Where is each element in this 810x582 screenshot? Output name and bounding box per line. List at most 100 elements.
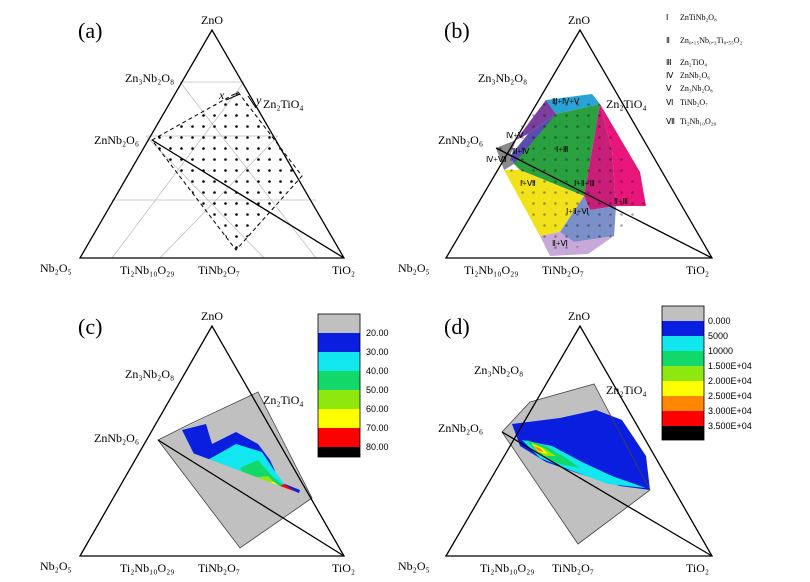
panel-b: (b) Ⅲ+Ⅳ+Ⅴ Ⅳ+Ⅴ Ⅲ+Ⅳ Ⅳ+Ⅶ Ⅰ+Ⅲ Ⅰ+Ⅶ Ⅰ+Ⅱ+Ⅲ Ⅱ+Ⅲ … [398, 13, 743, 277]
key-name-5: Zn₃Nb₂O₈ [680, 84, 713, 93]
ternary-triangle-c [78, 324, 346, 557]
legend-label-c-2: 40.00 [366, 366, 389, 376]
region-label-3-4: Ⅲ+Ⅳ [512, 147, 530, 156]
region-label-4-7: Ⅳ+Ⅶ [486, 155, 507, 164]
key-name-6: TiNb₂O₇ [680, 98, 708, 107]
label-ti2nb10o29-c: Ti₂Nb₁₀O₂₉ [120, 561, 175, 575]
key-name-3: Zn₂TiO₄ [680, 58, 707, 67]
key-num-1: Ⅰ [666, 13, 668, 22]
legend-swatch-d-2 [662, 336, 704, 351]
panel-d: (d) 0.000 5000 10000 [398, 305, 752, 575]
key-name-1: ZnTiNb₂O₈ [680, 13, 717, 22]
contour-map-d [502, 384, 650, 544]
legend-swatch-c-0 [318, 314, 360, 333]
vertex-top-a: ZnO [201, 13, 223, 27]
contour-outline-d [501, 383, 651, 545]
label-zn3nb2o8-c: Zn₃Nb₂O₈ [125, 367, 174, 381]
label-ti2nb10o29-d: Ti₂Nb₁₀O₂₉ [480, 561, 535, 575]
vertex-left-b: Nb₂O₅ [398, 261, 430, 275]
label-zn3nb2o8-b: Zn₃Nb₂O₈ [478, 71, 527, 85]
vertex-left-c: Nb₂O₅ [40, 559, 72, 573]
tie-line-b [495, 147, 713, 259]
key-name-4: ZnNb₂O₆ [680, 71, 710, 80]
panel-c: (c) 20.00 30.00 [40, 309, 389, 575]
region-label-2-3: Ⅱ+Ⅲ [614, 197, 628, 206]
label-znnb2o6-d: ZnNb₂O₆ [438, 421, 483, 435]
tie-line-a [151, 139, 345, 259]
label-zn3nb2o8-d: Zn₃Nb₂O₈ [474, 363, 523, 377]
legend-swatch-c-7 [318, 447, 360, 457]
tie-line-c [157, 439, 345, 557]
legend-swatch-d-3 [662, 351, 704, 366]
panel-letter-c: (c) [78, 314, 102, 339]
vertex-top-d: ZnO [568, 309, 590, 323]
legend-label-d-3: 1.500E+04 [708, 361, 752, 371]
axis-mark-y: y [255, 93, 262, 107]
key-num-7: Ⅶ [666, 117, 675, 126]
vertex-right-c: TiO₂ [332, 561, 355, 575]
legend-label-d-7: 3.500E+04 [708, 421, 752, 431]
legend-label-d-0: 0.000 [708, 316, 731, 326]
panel-a: (a) x y ZnO Nb₂O₅ TiO₂ Zn₃Nb₂O₈ ZnNb₂O₆ … [40, 13, 355, 277]
region-label-1-3: Ⅰ+Ⅲ [556, 145, 568, 154]
region-label-3-4-5: Ⅲ+Ⅳ+Ⅴ [552, 97, 580, 106]
label-tinb2o7-b: TiNb₂O₇ [542, 263, 584, 277]
legend-label-c-1: 30.00 [366, 347, 389, 357]
region-label-2-6: Ⅱ+Ⅵ [552, 239, 568, 248]
legend-swatch-c-6 [318, 428, 360, 447]
legend-swatch-d-0 [662, 306, 704, 321]
legend-swatch-c-4 [318, 390, 360, 409]
vertex-right-d: TiO₂ [686, 561, 709, 575]
legend-swatch-d-1 [662, 321, 704, 336]
legend-label-d-1: 5000 [708, 331, 728, 341]
label-zn2tio4-b: Zn₂TiO₄ [606, 97, 647, 111]
legend-label-d-4: 2.000E+04 [708, 376, 752, 386]
legend-swatch-c-1 [318, 333, 360, 352]
dot-overlay-b [496, 100, 646, 256]
ternary-triangle-d [444, 324, 714, 557]
label-znnb2o6-b: ZnNb₂O₆ [438, 133, 483, 147]
key-num-6: Ⅵ [666, 98, 673, 107]
legend-swatch-d-8 [662, 426, 704, 440]
key-num-5: Ⅴ [666, 84, 672, 93]
panel-letter-a: (a) [78, 18, 102, 43]
label-tinb2o7-a: TiNb₂O₇ [198, 263, 240, 277]
legend-label-d-5: 2.500E+04 [708, 391, 752, 401]
legend-swatch-c-2 [318, 352, 360, 371]
key-num-3: Ⅲ [666, 58, 672, 67]
region-label-1-2-3: Ⅰ+Ⅱ+Ⅲ [574, 179, 595, 188]
legend-swatch-d-5 [662, 381, 704, 396]
contour-outline-c [157, 391, 313, 549]
contour-map-c [158, 392, 312, 548]
label-ti2nb10o29-b: Ti₂Nb₁₀O₂₉ [464, 263, 519, 277]
region-label-1-2-6: Ⅰ+Ⅱ+Ⅵ [566, 207, 589, 216]
legend-swatch-d-4 [662, 366, 704, 381]
vertex-top-b: ZnO [568, 13, 590, 27]
phase-key-b: Ⅰ ZnTiNb₂O₈ Ⅱ Zn₀.₁₅Nb₀.₃Ti₀.₅₅O₂ Ⅲ Zn₂T… [666, 13, 743, 126]
axis-mark-x: x [218, 88, 225, 102]
key-name-2: Zn₀.₁₅Nb₀.₃Ti₀.₅₅O₂ [680, 36, 743, 45]
colorbar-c: 20.00 30.00 40.00 50.00 60.00 70.00 80.0… [317, 313, 389, 458]
legend-label-c-6: 80.00 [366, 442, 389, 452]
key-name-7: Ti₂Nb₁₀O₂₉ [680, 117, 717, 126]
key-num-4: Ⅳ [666, 71, 674, 80]
legend-swatch-d-6 [662, 396, 704, 411]
label-zn2tio4-a: Zn₂TiO₄ [263, 97, 304, 111]
vertex-top-c: ZnO [201, 309, 223, 323]
legend-label-c-3: 50.00 [366, 385, 389, 395]
tie-line-d [501, 431, 713, 557]
legend-label-c-5: 70.00 [366, 423, 389, 433]
legend-swatch-d-7 [662, 411, 704, 426]
legend-swatch-c-5 [318, 409, 360, 428]
ternary-triangle-b [444, 28, 714, 259]
label-tinb2o7-c: TiNb₂O₇ [198, 561, 240, 575]
label-znnb2o6-a: ZnNb₂O₆ [94, 133, 139, 147]
panel-letter-d: (d) [444, 314, 470, 339]
region-label-4-5: Ⅳ+Ⅴ [506, 131, 524, 140]
vertex-right-b: TiO₂ [686, 263, 709, 277]
legend-label-d-6: 3.000E+04 [708, 406, 752, 416]
label-zn2tio4-d: Zn₂TiO₄ [606, 383, 647, 397]
label-znnb2o6-c: ZnNb₂O₆ [94, 431, 139, 445]
label-ti2nb10o29-a: Ti₂Nb₁₀O₂₉ [120, 263, 175, 277]
